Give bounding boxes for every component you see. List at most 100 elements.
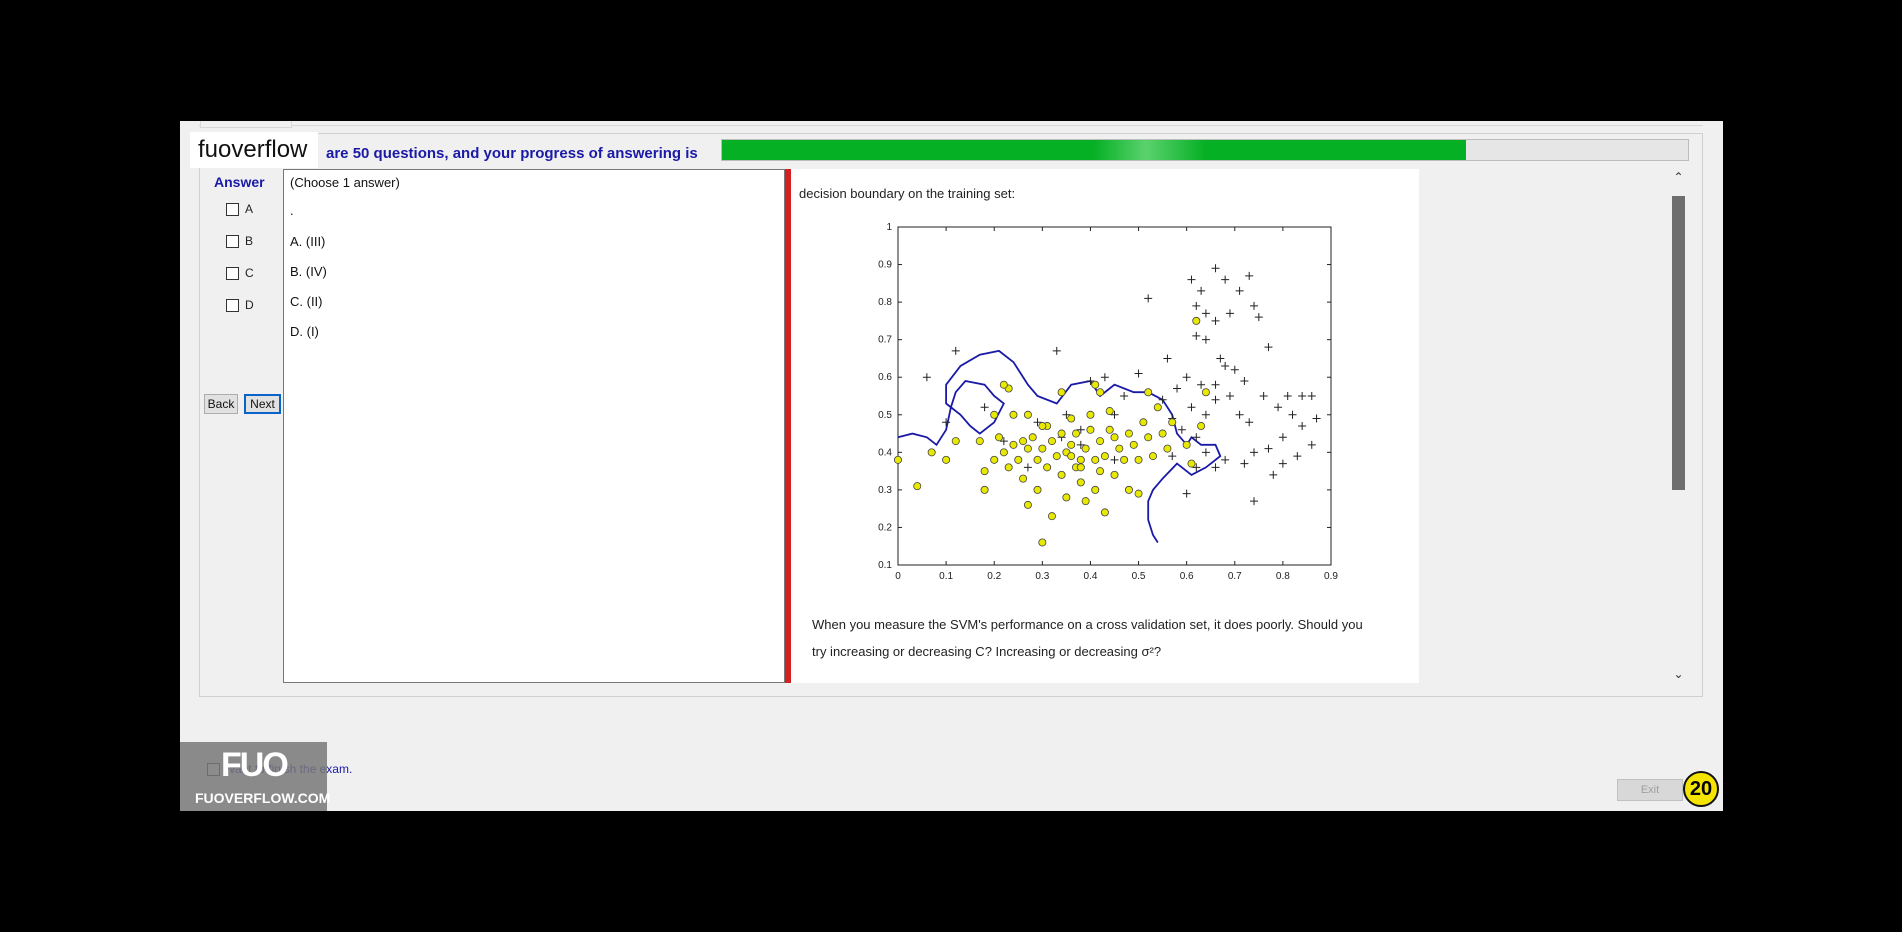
negative-circle-point	[1072, 429, 1081, 438]
negative-circle-point	[1187, 459, 1196, 468]
image-footer-line2: try increasing or decreasing C? Increasi…	[812, 644, 1162, 659]
negative-circle-point	[1043, 463, 1052, 472]
positive-plus-point	[1168, 452, 1177, 461]
negative-circle-point	[1067, 452, 1076, 461]
fuoverflow-logo: fuoverflow	[190, 132, 318, 168]
scroll-up-icon[interactable]: ⌃	[1673, 170, 1684, 184]
positive-plus-point	[1197, 286, 1206, 295]
scroll-down-icon[interactable]: ⌄	[1673, 667, 1684, 681]
negative-circle-point	[1023, 410, 1032, 419]
positive-plus-point	[1250, 448, 1259, 457]
negative-circle-point	[1081, 497, 1090, 506]
negative-circle-point	[1091, 485, 1100, 494]
positive-plus-point	[1240, 459, 1249, 468]
checkbox-icon[interactable]	[226, 299, 239, 313]
positive-plus-point	[1221, 455, 1230, 464]
negative-circle-point	[1100, 452, 1109, 461]
negative-circle-point	[1144, 388, 1153, 397]
x-tick-label: 0	[895, 571, 901, 582]
exam-window: fuoverflow are 50 questions, and your pr…	[180, 121, 1723, 811]
negative-circle-point	[1129, 440, 1138, 449]
positive-plus-point	[1269, 470, 1278, 479]
negative-circle-point	[1038, 422, 1047, 431]
positive-plus-point	[1201, 410, 1210, 419]
negative-circle-point	[1076, 478, 1085, 487]
answer-option-label: D	[245, 298, 254, 312]
negative-circle-point	[894, 455, 903, 464]
positive-plus-point	[1250, 301, 1259, 310]
negative-circle-point	[990, 410, 999, 419]
image-header-text: decision boundary on the training set:	[799, 186, 1016, 201]
negative-circle-point	[1062, 493, 1071, 502]
watermark-logo-text: FUO	[221, 746, 289, 784]
negative-circle-point	[1009, 440, 1018, 449]
positive-plus-point	[951, 346, 960, 355]
negative-circle-point	[1110, 433, 1119, 442]
negative-circle-point	[1009, 410, 1018, 419]
positive-plus-point	[1052, 346, 1061, 355]
positive-plus-point	[1033, 418, 1042, 427]
positive-plus-point	[1259, 392, 1268, 400]
checkbox-icon[interactable]	[226, 235, 239, 249]
checkbox-icon[interactable]	[226, 203, 239, 217]
positive-plus-point	[1221, 361, 1230, 370]
answer-title: Answer	[214, 174, 265, 190]
negative-circle-point	[990, 455, 999, 464]
y-tick-label: 0.2	[878, 522, 892, 533]
positive-plus-point	[1264, 444, 1273, 453]
positive-plus-point	[1230, 365, 1239, 374]
negative-circle-point	[980, 467, 989, 476]
answer-option-c[interactable]: C	[226, 266, 254, 281]
positive-plus-point	[1086, 376, 1095, 385]
question-text: .	[290, 203, 294, 218]
checkbox-icon[interactable]	[226, 267, 239, 281]
answer-option-a[interactable]: A	[226, 202, 253, 217]
timer-badge: 20	[1683, 771, 1719, 807]
negative-circle-point	[1096, 388, 1105, 397]
positive-plus-point	[1211, 264, 1220, 273]
negative-circle-point	[1134, 455, 1143, 464]
choice-b: B. (IV)	[290, 264, 327, 279]
negative-circle-point	[913, 482, 922, 491]
answer-option-d[interactable]: D	[226, 298, 254, 313]
negative-circle-point	[1192, 316, 1201, 325]
x-tick-label: 0.8	[1276, 571, 1290, 582]
scrollbar-thumb[interactable]	[1672, 196, 1685, 490]
exit-button[interactable]: Exit	[1617, 779, 1683, 801]
x-tick-label: 0.1	[939, 571, 953, 582]
positive-plus-point	[1158, 395, 1167, 404]
panel-splitter[interactable]	[785, 169, 791, 683]
next-button[interactable]: Next	[244, 394, 281, 414]
positive-plus-point	[1235, 286, 1244, 295]
negative-circle-point	[999, 448, 1008, 457]
negative-circle-point	[1163, 444, 1172, 453]
negative-circle-point	[1201, 388, 1210, 397]
y-tick-label: 0.9	[878, 260, 892, 271]
negative-circle-point	[1115, 444, 1124, 453]
image-footer-line1: When you measure the SVM's performance o…	[812, 617, 1363, 632]
positive-plus-point	[1278, 433, 1287, 442]
question-image-panel: decision boundary on the training set: 0…	[791, 169, 1419, 683]
y-tick-label: 0.8	[878, 297, 892, 308]
negative-circle-point	[1067, 414, 1076, 423]
y-tick-label: 1	[886, 222, 892, 233]
negative-circle-point	[1197, 422, 1206, 431]
positive-plus-point	[1110, 455, 1119, 464]
vertical-scrollbar[interactable]: ⌃ ⌄	[1670, 169, 1687, 683]
negative-circle-point	[1158, 429, 1167, 438]
positive-plus-point	[1197, 380, 1206, 389]
answer-option-b[interactable]: B	[226, 234, 253, 249]
positive-plus-point	[1288, 410, 1297, 419]
negative-circle-point	[1057, 470, 1066, 479]
positive-plus-point	[1211, 395, 1220, 404]
negative-circle-point	[1124, 485, 1133, 494]
positive-plus-point	[1235, 410, 1244, 419]
back-button[interactable]: Back	[204, 394, 238, 414]
positive-plus-point	[1211, 463, 1220, 472]
negative-circle-point	[1168, 418, 1177, 427]
y-tick-label: 0.6	[878, 372, 892, 383]
negative-circle-point	[1105, 425, 1114, 434]
question-panel: (Choose 1 answer) . A. (III) B. (IV) C. …	[283, 169, 785, 683]
positive-plus-point	[942, 418, 951, 427]
positive-plus-point	[1312, 414, 1321, 423]
